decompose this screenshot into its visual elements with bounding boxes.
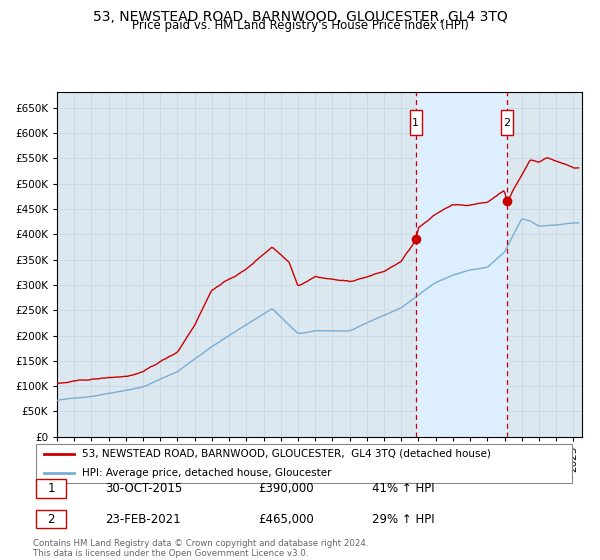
Text: £390,000: £390,000 <box>258 482 314 495</box>
Text: £465,000: £465,000 <box>258 512 314 526</box>
Text: 41% ↑ HPI: 41% ↑ HPI <box>372 482 434 495</box>
Text: 2: 2 <box>47 512 55 526</box>
Text: 53, NEWSTEAD ROAD, BARNWOOD, GLOUCESTER, GL4 3TQ: 53, NEWSTEAD ROAD, BARNWOOD, GLOUCESTER,… <box>92 10 508 24</box>
Text: 2: 2 <box>503 118 511 128</box>
Text: Price paid vs. HM Land Registry's House Price Index (HPI): Price paid vs. HM Land Registry's House … <box>131 19 469 32</box>
FancyBboxPatch shape <box>36 444 572 483</box>
Bar <box>416 92 507 437</box>
Text: 29% ↑ HPI: 29% ↑ HPI <box>372 512 434 526</box>
FancyBboxPatch shape <box>501 110 513 136</box>
Text: 1: 1 <box>47 482 55 495</box>
Text: 30-OCT-2015: 30-OCT-2015 <box>105 482 182 495</box>
FancyBboxPatch shape <box>410 110 422 136</box>
Text: HPI: Average price, detached house, Gloucester: HPI: Average price, detached house, Glou… <box>82 468 331 478</box>
Text: 53, NEWSTEAD ROAD, BARNWOOD, GLOUCESTER,  GL4 3TQ (detached house): 53, NEWSTEAD ROAD, BARNWOOD, GLOUCESTER,… <box>82 449 491 459</box>
Text: Contains HM Land Registry data © Crown copyright and database right 2024.
This d: Contains HM Land Registry data © Crown c… <box>33 539 368 558</box>
Text: 23-FEB-2021: 23-FEB-2021 <box>105 512 181 526</box>
Text: 1: 1 <box>412 118 419 128</box>
